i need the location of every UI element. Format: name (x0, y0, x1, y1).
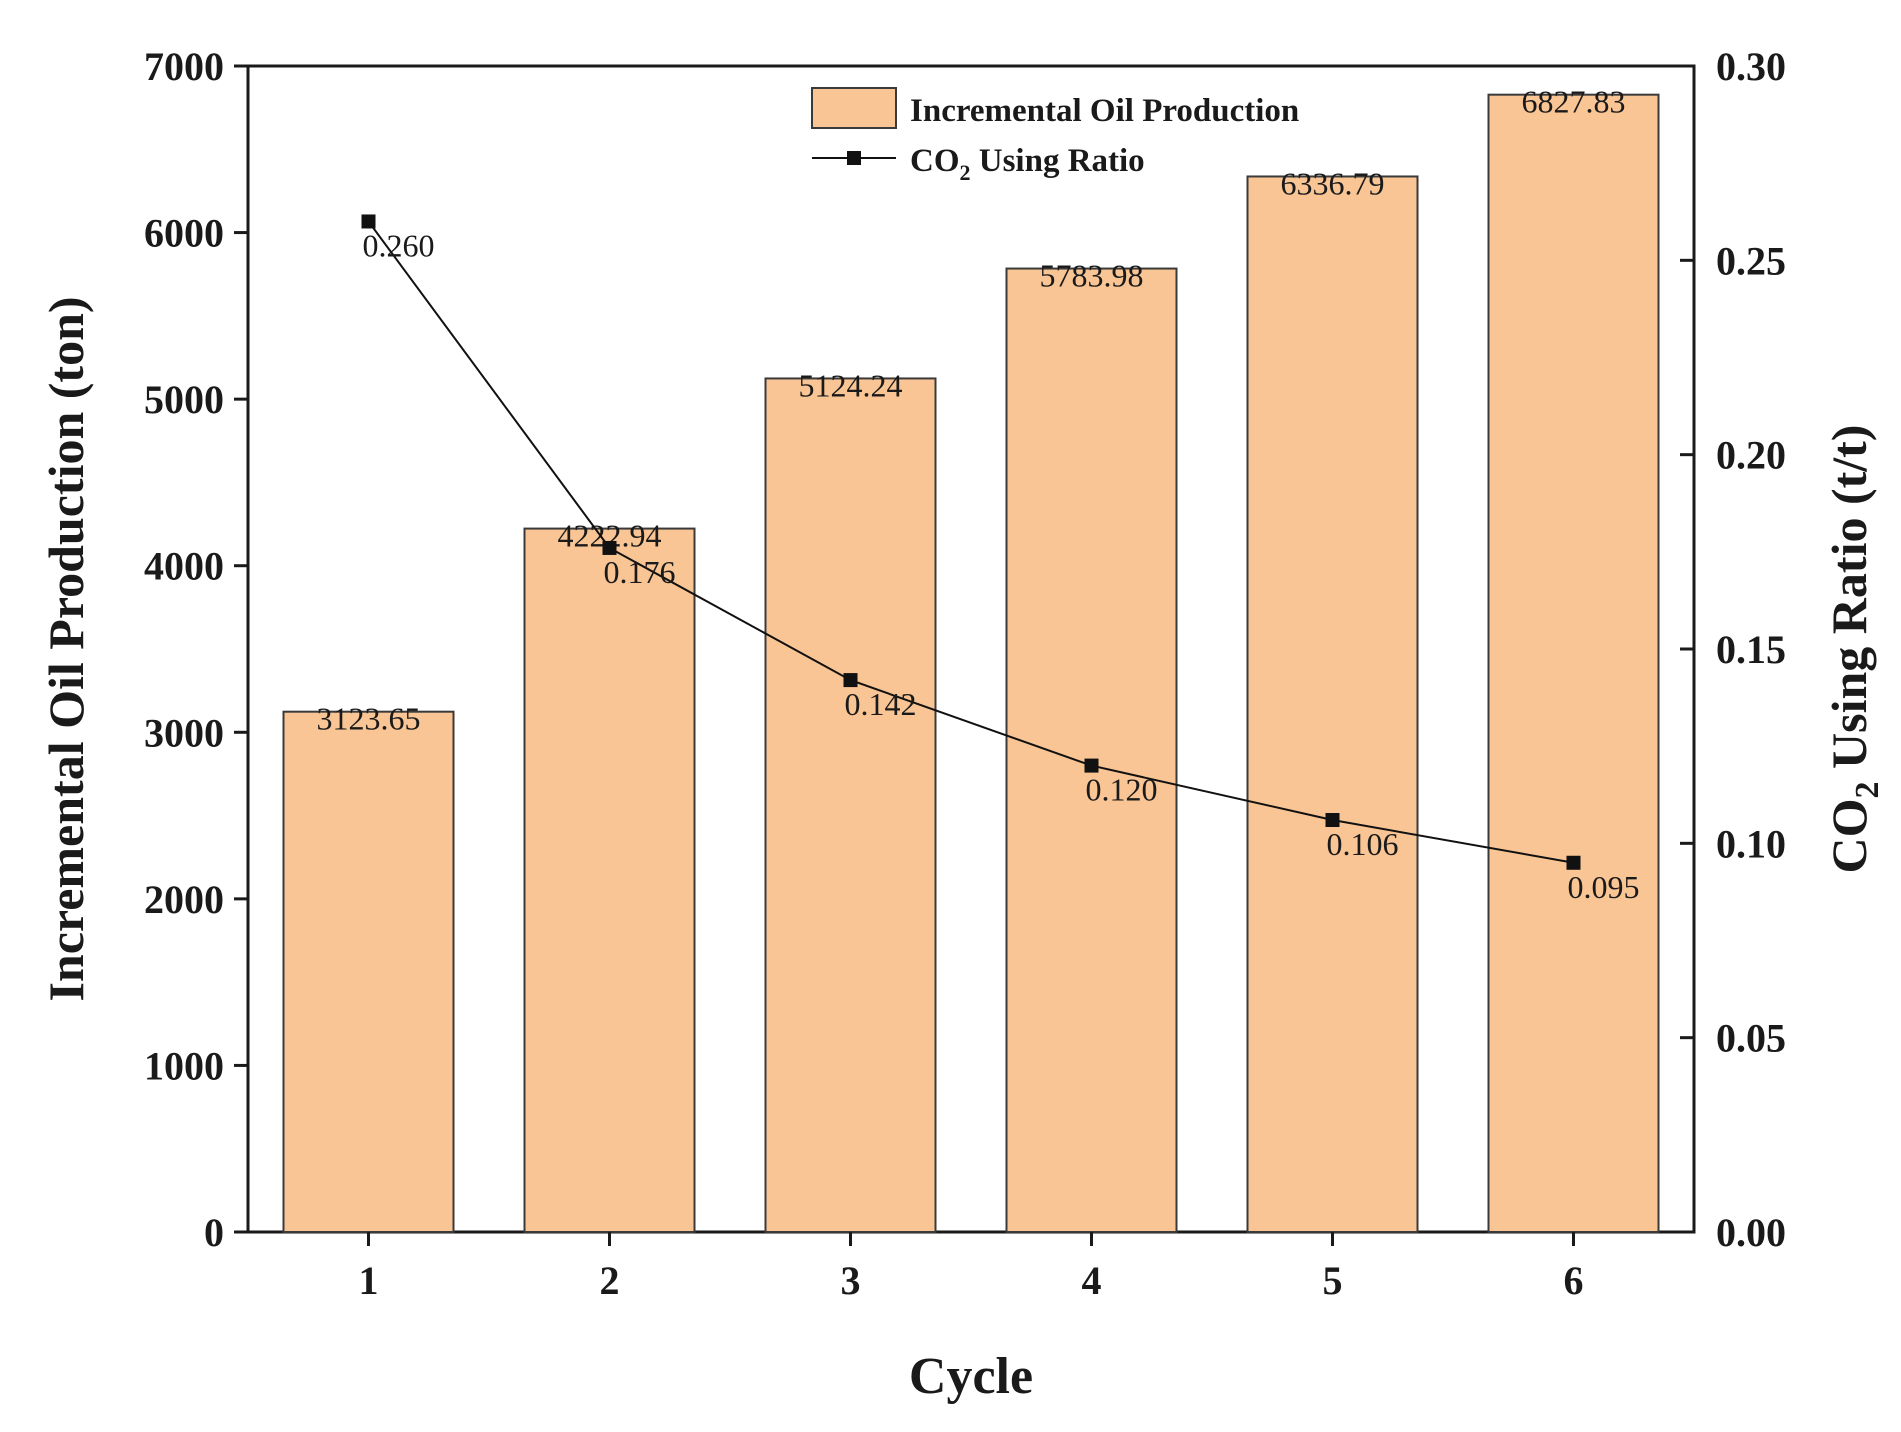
bar-value-label: 6827.83 (1522, 84, 1626, 120)
line-point (1084, 758, 1099, 773)
legend-line-prefix: CO (910, 143, 960, 179)
legend-bar-swatch (811, 87, 897, 129)
y-right-tick-label: 0.30 (1716, 44, 1786, 89)
line-value-label: 0.176 (604, 554, 676, 590)
bar (1005, 267, 1178, 1233)
x-tick-label: 3 (841, 1258, 861, 1303)
x-tick-label: 1 (359, 1258, 379, 1303)
y-left-axis: 0 1000 2000 3000 4000 5000 6000 7000 (144, 44, 248, 1255)
bar-value-label: 6336.79 (1281, 165, 1385, 201)
line-value-label: 0.106 (1327, 826, 1399, 862)
legend-bar-label: Incremental Oil Production (910, 93, 1299, 129)
y-right-axis-title: CO2 Using Ratio (t/t) (1821, 425, 1886, 874)
bar (1487, 93, 1660, 1234)
y-right-tick-label: 0.15 (1716, 627, 1786, 672)
bar-value-label: 5783.98 (1040, 258, 1144, 294)
line-value-label: 0.120 (1086, 772, 1158, 808)
line-series (361, 214, 1581, 870)
bar (523, 527, 696, 1233)
legend-line-suffix: Using Ratio (971, 143, 1145, 179)
bar-value-label: 3123.65 (317, 701, 421, 737)
y-right-title-prefix: CO (1821, 798, 1877, 873)
x-tick-label: 6 (1564, 1258, 1584, 1303)
line-point (843, 673, 858, 688)
y-right-axis: 0.00 0.05 0.10 0.15 0.20 0.25 0.30 (1680, 44, 1786, 1255)
line-point (1566, 855, 1581, 870)
line-point (361, 214, 376, 229)
line-value-label: 0.142 (845, 686, 917, 722)
line-point (1325, 813, 1340, 828)
y-left-tick-label: 6000 (144, 211, 224, 256)
y-left-tick-label: 0 (204, 1210, 224, 1255)
y-right-tick-label: 0.00 (1716, 1210, 1786, 1255)
y-right-tick-label: 0.20 (1716, 433, 1786, 478)
y-right-tick-label: 0.25 (1716, 238, 1786, 283)
y-left-axis-title: Incremental Oil Production (ton) (38, 296, 94, 1001)
line-value-label: 0.095 (1568, 869, 1640, 905)
y-right-title-suffix: Using Ratio (t/t) (1821, 425, 1877, 782)
bar-value-label: 5124.24 (799, 367, 903, 403)
legend-line-label: CO2 Using Ratio (910, 143, 1145, 185)
y-left-tick-label: 3000 (144, 710, 224, 755)
bar-series (282, 93, 1660, 1234)
y-right-tick-label: 0.10 (1716, 821, 1786, 866)
bar (764, 377, 937, 1234)
line-value-label: 0.260 (363, 227, 435, 263)
line-data-labels: 0.260 0.176 0.142 0.120 0.106 0.095 (363, 227, 1640, 904)
y-left-tick-label: 2000 (144, 877, 224, 922)
y-left-tick-label: 1000 (144, 1043, 224, 1088)
x-axis: 1 2 3 4 5 6 (359, 1232, 1584, 1303)
plot-frame (246, 64, 1696, 1234)
y-left-tick-label: 4000 (144, 544, 224, 589)
legend-line-marker (847, 151, 861, 165)
y-right-tick-label: 0.05 (1716, 1016, 1786, 1061)
y-right-title-subscript: 2 (1849, 781, 1886, 798)
legend: Incremental Oil Production CO2 Using Rat… (811, 87, 1299, 185)
bar-data-labels: 3123.654222.945124.245783.986336.796827.… (317, 84, 1626, 737)
y-left-tick-label: 7000 (144, 44, 224, 89)
x-tick-label: 5 (1323, 1258, 1343, 1303)
y-left-tick-label: 5000 (144, 377, 224, 422)
line-point (602, 540, 617, 555)
x-tick-label: 2 (600, 1258, 620, 1303)
bar (1246, 175, 1419, 1234)
legend-line-subscript: 2 (960, 160, 971, 185)
x-axis-title: Cycle (909, 1348, 1033, 1405)
bar (282, 710, 455, 1233)
line-path (367, 220, 1574, 864)
x-tick-label: 4 (1082, 1258, 1102, 1303)
